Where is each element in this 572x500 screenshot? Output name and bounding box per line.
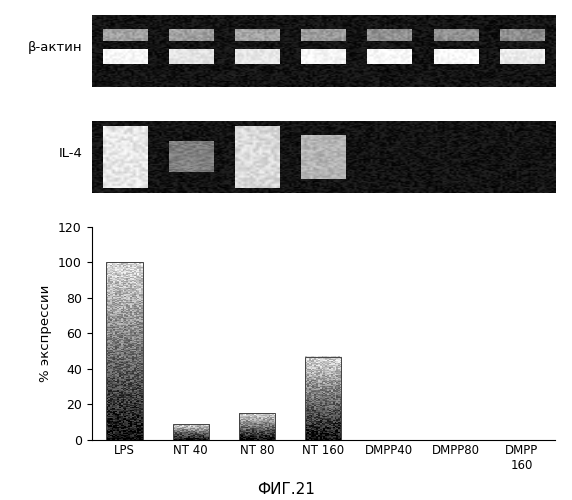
Text: ФИГ.21: ФИГ.21 (257, 482, 315, 498)
Bar (106, 262, 143, 440)
Bar (305, 356, 341, 440)
Y-axis label: % экспрессии: % экспрессии (39, 284, 53, 382)
Bar (173, 424, 209, 440)
Text: IL-4: IL-4 (58, 147, 82, 160)
Bar (239, 414, 275, 440)
Text: β-актин: β-актин (27, 41, 82, 54)
